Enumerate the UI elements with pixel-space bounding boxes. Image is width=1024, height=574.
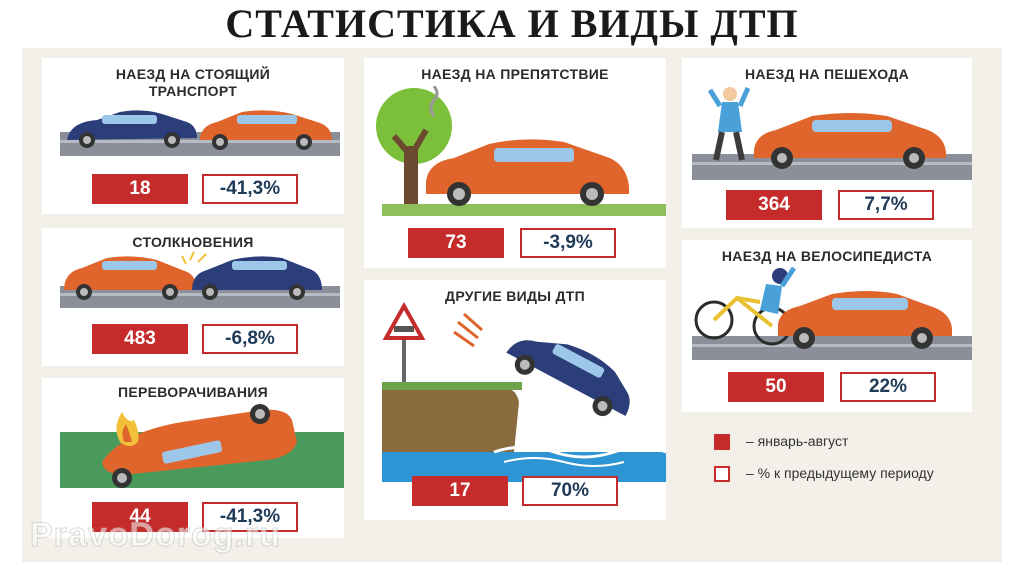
pedestrian-illustration xyxy=(692,86,972,180)
card-rollovers: ПЕРЕВОРАЧИВАНИЯ 44 -41,3% xyxy=(42,378,344,538)
change-badge: -3,9% xyxy=(520,228,616,258)
count-badge: 483 xyxy=(92,324,188,354)
count-badge: 44 xyxy=(92,502,188,532)
change-badge: -41,3% xyxy=(202,502,298,532)
legend: – январь-август – % к предыдущему период… xyxy=(700,428,980,508)
other-accidents-illustration xyxy=(382,302,666,482)
change-badge: 7,7% xyxy=(838,190,934,220)
card-title: ДРУГИЕ ВИДЫ ДТП xyxy=(445,288,585,304)
card-cyclist: НАЕЗД НА ВЕЛОСИПЕДИСТА 50 22% xyxy=(682,240,972,412)
cyclist-illustration xyxy=(692,266,972,360)
card-title: СТОЛКНОВЕНИЯ xyxy=(132,234,254,250)
card-title: НАЕЗД НА ВЕЛОСИПЕДИСТА xyxy=(721,248,933,264)
rollover-illustration xyxy=(60,404,344,488)
legend-swatch-filled xyxy=(714,434,730,450)
card-title: ПЕРЕВОРАЧИВАНИЯ xyxy=(117,384,269,400)
card-parked-vehicle: НАЕЗД НА СТОЯЩИЙ ТРАНСПОРТ 18 -41,3% xyxy=(42,58,344,214)
change-badge: -41,3% xyxy=(202,174,298,204)
legend-label-filled: – январь-август xyxy=(746,433,849,449)
change-badge: 70% xyxy=(522,476,618,506)
change-badge: -6,8% xyxy=(202,324,298,354)
count-badge: 73 xyxy=(408,228,504,258)
legend-swatch-outlined xyxy=(714,466,730,482)
count-badge: 17 xyxy=(412,476,508,506)
count-badge: 364 xyxy=(726,190,822,220)
card-title: НАЕЗД НА СТОЯЩИЙ ТРАНСПОРТ xyxy=(115,66,271,99)
card-title: НАЕЗД НА ПРЕПЯТСТВИЕ xyxy=(421,66,609,82)
card-obstacle: НАЕЗД НА ПРЕПЯТСТВИЕ 73 -3,9% xyxy=(364,58,666,268)
watermark: PravoDorog.ru xyxy=(29,516,282,555)
card-collisions: СТОЛКНОВЕНИЯ 483 -6,8% xyxy=(42,228,344,366)
count-badge: 18 xyxy=(92,174,188,204)
card-other: ДРУГИЕ ВИДЫ ДТП 17 70% xyxy=(364,280,666,520)
parked-collision-illustration xyxy=(60,110,340,156)
card-title: НАЕЗД НА ПЕШЕХОДА xyxy=(745,66,909,82)
legend-label-outlined: – % к предыдущему периоду xyxy=(746,465,934,481)
change-badge: 22% xyxy=(840,372,936,402)
collision-illustration xyxy=(60,251,340,308)
page-title: СТАТИСТИКА И ВИДЫ ДТП xyxy=(225,1,799,46)
card-pedestrian: НАЕЗД НА ПЕШЕХОДА 364 7,7% xyxy=(682,58,972,228)
obstacle-illustration xyxy=(376,86,666,216)
count-badge: 50 xyxy=(728,372,824,402)
